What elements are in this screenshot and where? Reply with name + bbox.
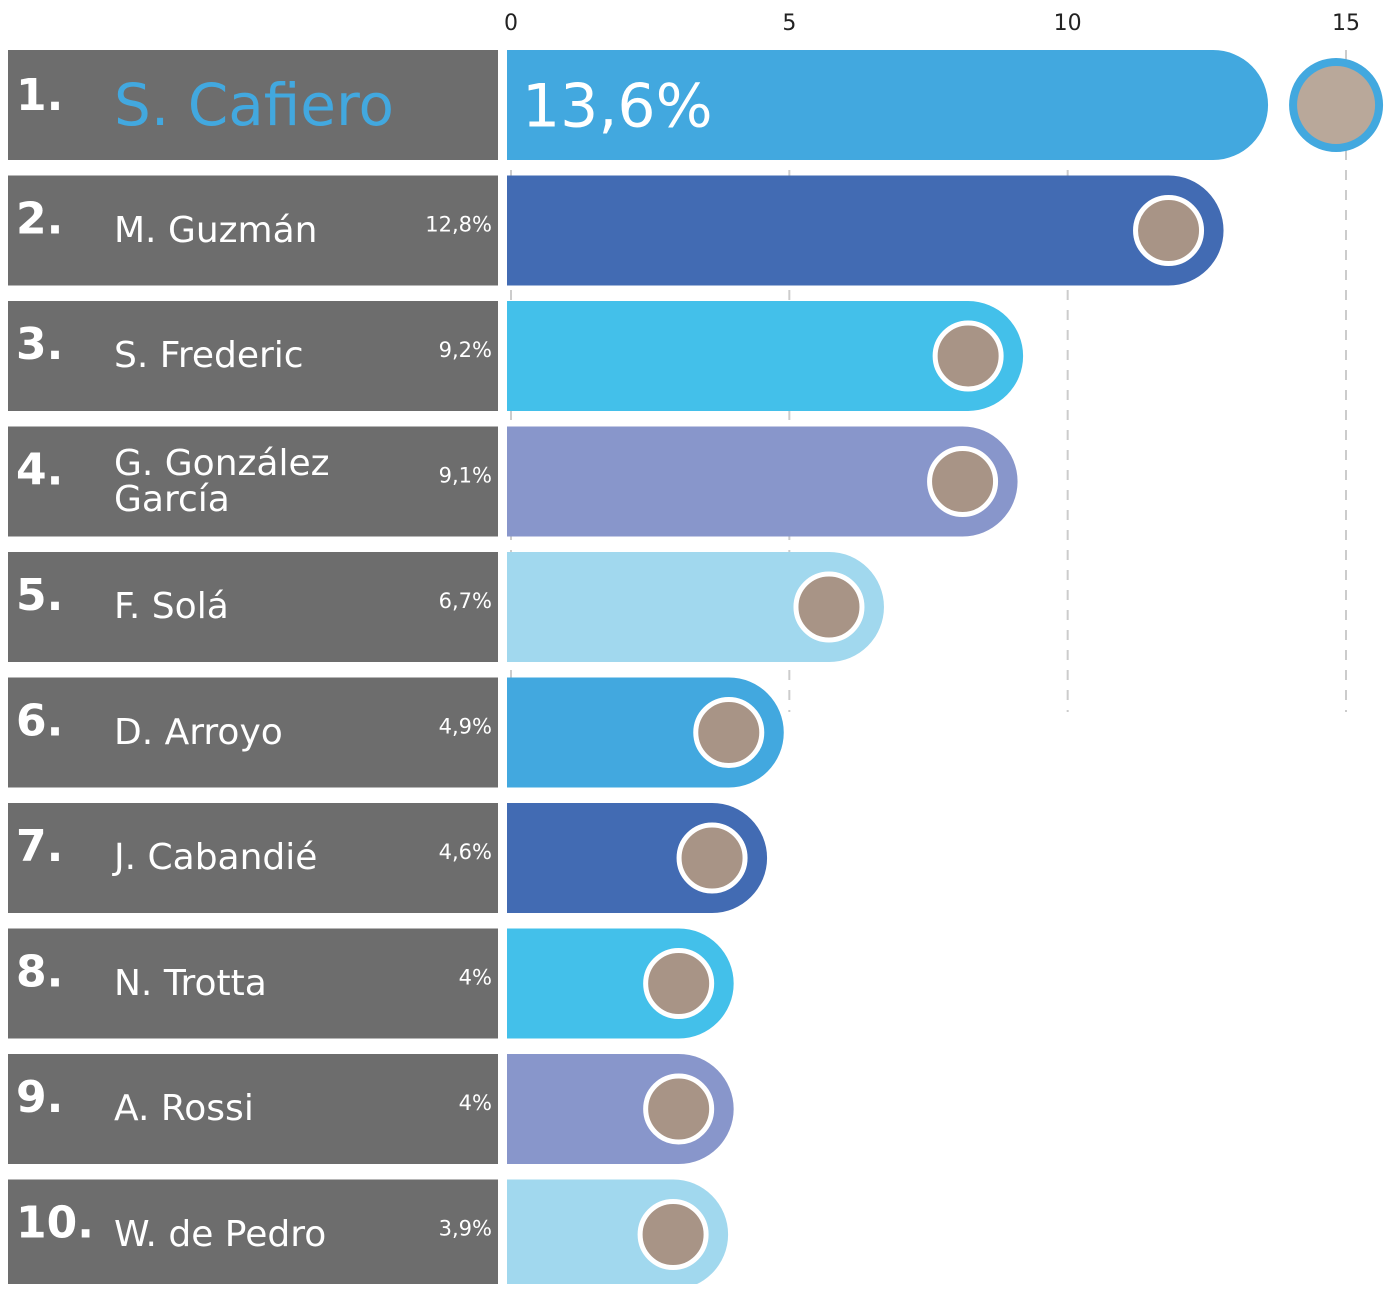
value-label: 4% [459, 966, 492, 990]
photo [696, 700, 762, 766]
rank: 3. [16, 319, 63, 370]
x-tick-label: 0 [504, 11, 518, 36]
value-label: 12,8% [425, 213, 492, 237]
rank: 8. [16, 947, 63, 998]
person-name: F. Solá [114, 552, 404, 662]
person-name: N. Trotta [114, 929, 404, 1039]
rank: 10. [16, 1198, 94, 1249]
photo [646, 951, 712, 1017]
value-label: 4,9% [439, 715, 492, 739]
x-tick-label: 15 [1332, 11, 1360, 36]
person-name: J. Cabandié [114, 803, 404, 913]
value-label: 6,7% [439, 589, 492, 613]
x-tick-label: 10 [1054, 11, 1082, 36]
value-label: 9,1% [439, 464, 492, 488]
value-label: 3,9% [439, 1217, 492, 1241]
photo [1293, 62, 1379, 148]
photo [1136, 198, 1202, 264]
person-name: M. Guzmán [114, 176, 404, 286]
photo [796, 574, 862, 640]
rank: 9. [16, 1072, 63, 1123]
rank: 7. [16, 821, 63, 872]
person-name: G. González García [114, 427, 404, 537]
photo [640, 1202, 706, 1268]
rank: 5. [16, 570, 63, 621]
x-tick-label: 5 [782, 11, 796, 36]
person-name: S. Frederic [114, 301, 404, 411]
rank: 6. [16, 696, 63, 747]
photo [935, 323, 1001, 389]
rank: 2. [16, 194, 63, 245]
person-name: S. Cafiero [114, 50, 484, 160]
value-label: 4% [459, 1091, 492, 1115]
person-name: D. Arroyo [114, 678, 404, 788]
value-label: 9,2% [439, 338, 492, 362]
rank: 1. [16, 70, 63, 121]
photo [646, 1076, 712, 1142]
value-label: 4,6% [439, 840, 492, 864]
rank: 4. [16, 445, 63, 496]
person-name: A. Rossi [114, 1054, 404, 1164]
bar [507, 176, 1224, 286]
photo [930, 449, 996, 515]
value-label: 13,6% [522, 72, 713, 142]
page: 0 5 10 15 1. 13,6% 2. 12,8% 3. 9,2% 4. 9,1% 5. 6,7% 6.… [0, 0, 1384, 1284]
person-name: W. de Pedro [114, 1180, 404, 1290]
photo [679, 825, 745, 891]
